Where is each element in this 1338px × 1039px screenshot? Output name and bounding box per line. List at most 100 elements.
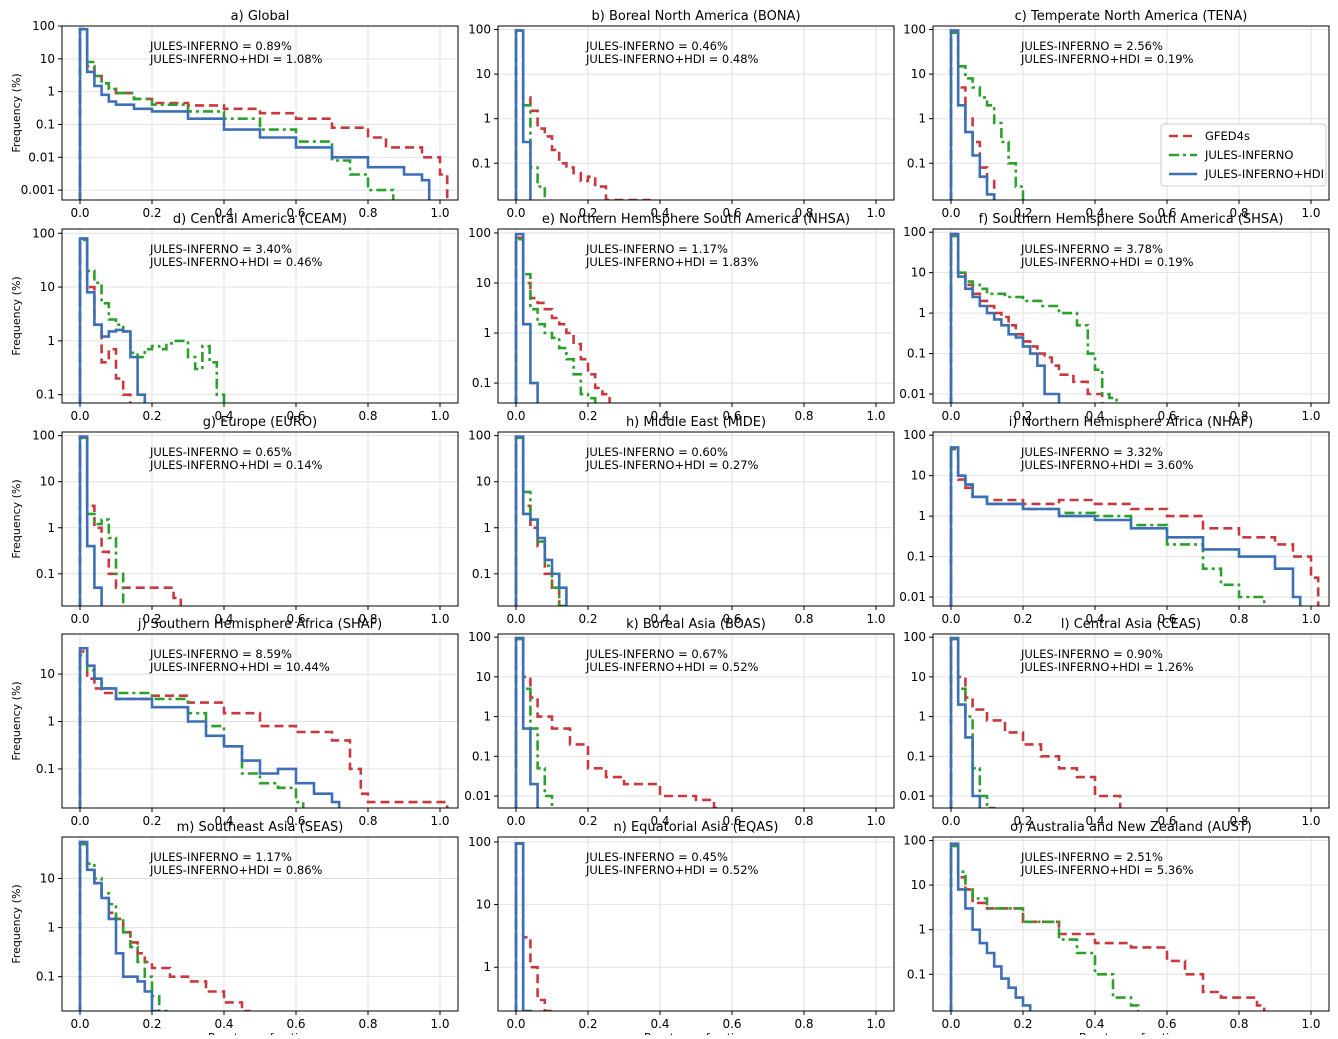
plot-frame <box>61 228 459 404</box>
plot-frame <box>932 228 1330 404</box>
annotation: JULES-INFERNO+HDI = 10.44% <box>149 660 330 674</box>
x-tick-label: 0.8 <box>358 1017 377 1031</box>
series-jules-inferno <box>78 238 226 403</box>
y-tick-label: 10 <box>911 266 926 280</box>
series-jules-inferno-hdi <box>78 840 161 1011</box>
panel: 0.0 0.2 0.4 0.6 0.8 1.0 100 10 1 0.1 b) Boreal Nor… <box>468 9 895 220</box>
legend-label: JULES-INFERNO+HDI <box>1204 167 1324 181</box>
x-tick-label: 0.6 <box>1157 1017 1176 1031</box>
panel-title: m) Southeast Asia (SEAS) <box>177 820 344 835</box>
annotation: JULES-INFERNO = 0.46% <box>585 39 728 53</box>
series-jules-inferno-hdi <box>78 27 431 200</box>
panel-title: b) Boreal North America (BONA) <box>591 9 800 24</box>
panel: 0.0 0.2 0.4 0.6 0.8 1.0 100 10 1 0.1 0.01 f) Southe… <box>899 212 1330 423</box>
series-jules-inferno-hdi <box>514 636 539 808</box>
y-tick-label: 1 <box>918 306 926 320</box>
y-tick-label: 0.1 <box>472 376 491 390</box>
y-tick-label: 10 <box>476 67 491 81</box>
panel: 0.0 0.2 0.4 0.6 0.8 1.0 100 10 1 0.1 0.01 0.001 a) G… <box>10 9 459 220</box>
y-tick-label: 0.1 <box>907 749 926 763</box>
x-tick-label: 0.2 <box>578 612 597 626</box>
x-tick-label: 0.4 <box>1085 409 1104 423</box>
y-tick-label: 10 <box>40 52 55 66</box>
series-jules-inferno <box>78 842 168 1011</box>
x-tick-label: 0.4 <box>650 409 669 423</box>
panel: 0.0 0.2 0.4 0.6 0.8 1.0 100 10 1 0.1 0.01 i) Northe… <box>899 415 1330 626</box>
annotation: JULES-INFERNO = 3.78% <box>1020 242 1163 256</box>
series-gfed4s <box>949 232 1104 403</box>
x-tick-label: 0.4 <box>650 1017 669 1031</box>
x-tick-label: 0.0 <box>941 814 960 828</box>
x-tick-label: 0.2 <box>1013 206 1032 220</box>
x-tick-label: 1.0 <box>1301 409 1320 423</box>
y-tick-label: 1 <box>483 710 491 724</box>
x-tick-label: 0.8 <box>358 612 377 626</box>
x-tick-label: 0.6 <box>722 409 741 423</box>
legend-box <box>1160 123 1327 187</box>
plot-frame <box>61 431 459 607</box>
y-tick-label: 0.01 <box>899 789 926 803</box>
series-jules-inferno-hdi <box>514 29 532 200</box>
y-tick-label: 0.01 <box>28 150 55 164</box>
panel: 0.0 0.2 0.4 0.6 0.8 1.0 10 1 0.1 m) Southeast Asi… <box>10 820 459 1039</box>
x-tick-label: 0.6 <box>286 409 305 423</box>
panel: 0.0 0.2 0.4 0.6 0.8 1.0 100 10 1 0.1 e) Northern H… <box>468 212 895 423</box>
annotation: JULES-INFERNO+HDI = 1.26% <box>1020 660 1194 674</box>
plot-frame <box>932 25 1330 201</box>
annotation: JULES-INFERNO+HDI = 1.08% <box>149 52 323 66</box>
x-tick-label: 0.4 <box>214 612 233 626</box>
series-gfed4s <box>949 637 1122 808</box>
x-tick-label: 0.6 <box>286 612 305 626</box>
y-tick-label: 0.1 <box>36 388 55 402</box>
series-jules-inferno-hdi <box>78 647 341 808</box>
annotation: JULES-INFERNO = 1.17% <box>585 242 728 256</box>
panel-title: j) Southern Hemisphere Africa (SHAF) <box>137 617 382 632</box>
y-tick-label: 10 <box>40 667 55 681</box>
panel: 0.0 0.2 0.4 0.6 0.8 1.0 100 10 1 0.1 g) Europe (EU… <box>10 415 459 626</box>
x-axis-label: Burnt area fraction <box>208 1031 312 1035</box>
y-tick-label: 100 <box>32 429 55 443</box>
x-tick-label: 0.0 <box>506 1017 525 1031</box>
x-tick-label: 0.6 <box>286 206 305 220</box>
x-tick-label: 0.2 <box>142 814 161 828</box>
series-jules-inferno-hdi <box>949 636 982 808</box>
y-tick-label: 100 <box>32 19 55 33</box>
y-tick-label: 1 <box>483 326 491 340</box>
x-tick-label: 0.2 <box>142 1017 161 1031</box>
series-jules-inferno-hdi <box>514 232 539 403</box>
y-axis-label: Frequency (%) <box>10 884 23 963</box>
x-tick-label: 0.4 <box>650 612 669 626</box>
annotation: JULES-INFERNO+HDI = 1.83% <box>585 255 759 269</box>
x-tick-label: 0.4 <box>650 814 669 828</box>
x-tick-label: 0.0 <box>70 612 89 626</box>
annotation: JULES-INFERNO+HDI = 5.36% <box>1020 863 1194 877</box>
x-tick-label: 0.6 <box>286 814 305 828</box>
x-tick-label: 0.0 <box>506 409 525 423</box>
panel-title: f) Southern Hemisphere South America (SH… <box>979 212 1284 227</box>
y-tick-label: 10 <box>476 475 491 489</box>
y-axis-label: Frequency (%) <box>10 73 23 152</box>
x-tick-label: 0.6 <box>286 1017 305 1031</box>
annotation: JULES-INFERNO = 3.40% <box>149 242 292 256</box>
annotation: JULES-INFERNO = 0.90% <box>1020 647 1163 661</box>
y-tick-label: 100 <box>903 428 926 442</box>
x-tick-label: 0.4 <box>650 206 669 220</box>
panel: 0.0 0.2 0.4 0.6 0.8 1.0 100 10 1 0.1 0.01 l) Centra… <box>899 617 1330 828</box>
series-jules-inferno <box>78 27 395 200</box>
x-tick-label: 0.0 <box>941 409 960 423</box>
y-tick-label: 1 <box>918 923 926 937</box>
y-tick-label: 1 <box>918 112 926 126</box>
y-tick-label: 10 <box>911 670 926 684</box>
plot-frame <box>61 633 459 809</box>
legend-label: JULES-INFERNO <box>1204 148 1293 162</box>
annotation: JULES-INFERNO = 1.17% <box>149 850 292 864</box>
y-tick-label: 0.01 <box>899 590 926 604</box>
y-axis-label: Frequency (%) <box>10 681 23 760</box>
x-tick-label: 0.4 <box>214 1017 233 1031</box>
x-tick-label: 0.6 <box>722 814 741 828</box>
y-axis-label: Frequency (%) <box>10 276 23 355</box>
x-tick-label: 0.8 <box>1229 409 1248 423</box>
x-tick-label: 0.8 <box>794 206 813 220</box>
